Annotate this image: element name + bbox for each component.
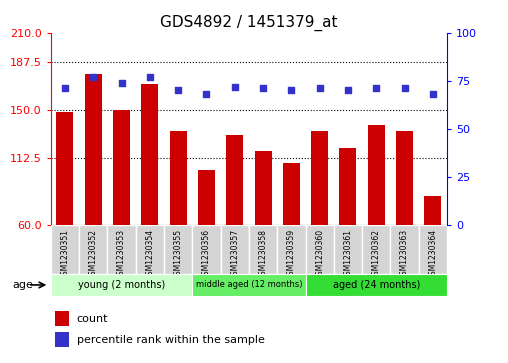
Text: percentile rank within the sample: percentile rank within the sample (77, 335, 265, 345)
Point (231, 83, 239, 89)
Text: GSM1230352: GSM1230352 (89, 229, 98, 280)
Text: count: count (77, 314, 108, 323)
Bar (339, 148, 357, 225)
Text: GSM1230351: GSM1230351 (60, 229, 70, 280)
Bar (193, 274, 305, 296)
Point (202, 91, 210, 97)
Bar (368, 125, 385, 225)
Text: GSM1230360: GSM1230360 (315, 229, 324, 280)
Bar (56, 112, 74, 225)
Bar (198, 170, 215, 225)
Text: GSM1230364: GSM1230364 (428, 229, 437, 280)
Bar (79, 225, 107, 274)
Bar (170, 131, 186, 225)
Bar (220, 225, 249, 274)
Bar (226, 135, 243, 225)
Text: GSM1230363: GSM1230363 (400, 229, 409, 280)
Text: GSM1230362: GSM1230362 (372, 229, 381, 280)
Bar (419, 225, 447, 274)
Text: GSM1230356: GSM1230356 (202, 229, 211, 280)
Bar (283, 163, 300, 225)
Point (344, 87, 352, 93)
Point (89, 74, 98, 80)
Bar (107, 225, 136, 274)
Bar (85, 74, 102, 225)
Text: GSM1230359: GSM1230359 (287, 229, 296, 280)
Bar (55, 311, 69, 326)
Text: GSM1230358: GSM1230358 (259, 229, 268, 280)
Point (61, 86, 69, 91)
Bar (51, 274, 193, 296)
Text: young (2 months): young (2 months) (78, 280, 165, 290)
Bar (424, 196, 441, 225)
Text: GSM1230355: GSM1230355 (174, 229, 183, 280)
Bar (396, 131, 413, 225)
Bar (391, 225, 419, 274)
Bar (255, 151, 272, 225)
Bar (113, 110, 130, 225)
Point (372, 86, 380, 91)
Text: GSM1230357: GSM1230357 (230, 229, 239, 280)
Bar (164, 225, 193, 274)
Bar (193, 225, 220, 274)
Bar (136, 225, 164, 274)
Text: GSM1230354: GSM1230354 (145, 229, 154, 280)
Point (288, 87, 296, 93)
Bar (249, 225, 277, 274)
Bar (334, 225, 362, 274)
Bar (305, 225, 334, 274)
Point (400, 86, 408, 91)
Bar (305, 274, 447, 296)
Bar (311, 131, 328, 225)
Point (315, 86, 324, 91)
Point (174, 87, 182, 93)
Text: aged (24 months): aged (24 months) (333, 280, 420, 290)
Bar (141, 84, 158, 225)
Text: age: age (13, 280, 34, 290)
Text: GSM1230361: GSM1230361 (343, 229, 353, 280)
Point (117, 80, 125, 86)
Point (259, 86, 267, 91)
Point (146, 74, 154, 80)
Bar (277, 225, 305, 274)
Point (429, 91, 437, 97)
Text: GSM1230353: GSM1230353 (117, 229, 126, 280)
Bar (362, 225, 391, 274)
Bar (55, 332, 69, 347)
Bar (51, 225, 79, 274)
Title: GDS4892 / 1451379_at: GDS4892 / 1451379_at (160, 15, 338, 31)
Text: middle aged (12 months): middle aged (12 months) (196, 281, 302, 289)
